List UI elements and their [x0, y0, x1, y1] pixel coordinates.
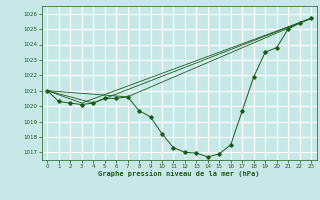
X-axis label: Graphe pression niveau de la mer (hPa): Graphe pression niveau de la mer (hPa) [99, 171, 260, 177]
